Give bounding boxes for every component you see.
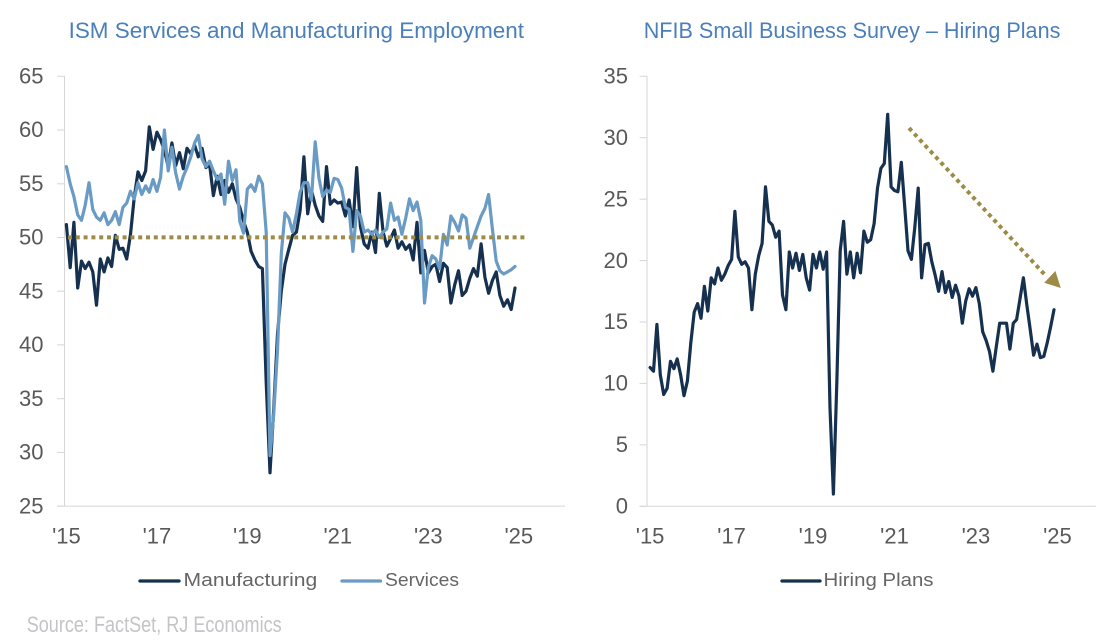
svg-text:'17: '17	[717, 524, 746, 549]
svg-text:ISM Services and Manufacturing: ISM Services and Manufacturing Employmen…	[69, 18, 524, 43]
svg-text:45: 45	[19, 278, 43, 303]
svg-text:'25: '25	[1043, 524, 1072, 549]
svg-text:30: 30	[604, 125, 628, 150]
svg-text:25: 25	[604, 186, 628, 211]
svg-text:5: 5	[616, 432, 628, 457]
svg-text:35: 35	[19, 386, 43, 411]
svg-text:55: 55	[19, 171, 43, 196]
svg-text:NFIB Small Business Survey – H: NFIB Small Business Survey – Hiring Plan…	[644, 18, 1061, 43]
svg-text:'25: '25	[504, 524, 533, 549]
svg-text:Manufacturing: Manufacturing	[184, 570, 318, 590]
svg-text:'19: '19	[799, 524, 828, 549]
svg-text:'19: '19	[233, 524, 262, 549]
svg-text:0: 0	[616, 494, 628, 519]
svg-text:Source: FactSet, RJ Economics: Source: FactSet, RJ Economics	[27, 612, 282, 637]
svg-text:25: 25	[19, 493, 43, 518]
svg-text:'15: '15	[52, 524, 81, 549]
svg-text:Hiring Plans: Hiring Plans	[824, 570, 934, 590]
svg-text:'23: '23	[414, 524, 443, 549]
svg-text:40: 40	[19, 332, 43, 357]
svg-text:'15: '15	[636, 524, 665, 549]
svg-text:'17: '17	[143, 524, 172, 549]
svg-text:'21: '21	[880, 524, 909, 549]
svg-text:35: 35	[604, 64, 628, 89]
svg-text:Services: Services	[385, 570, 459, 590]
svg-text:'23: '23	[962, 524, 991, 549]
svg-text:10: 10	[604, 371, 628, 396]
svg-text:30: 30	[19, 440, 43, 465]
svg-text:15: 15	[604, 309, 628, 334]
svg-text:60: 60	[19, 117, 43, 142]
svg-text:20: 20	[604, 248, 628, 273]
svg-text:65: 65	[19, 64, 43, 89]
svg-text:'21: '21	[323, 524, 352, 549]
svg-text:50: 50	[19, 225, 43, 250]
